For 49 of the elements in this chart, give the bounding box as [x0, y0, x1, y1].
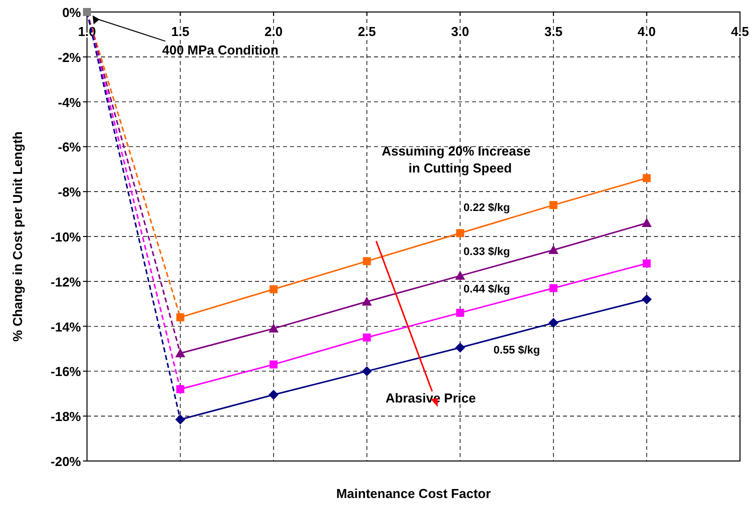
- y-tick-label: -2%: [58, 50, 82, 65]
- point: [268, 390, 279, 400]
- point: [362, 257, 371, 266]
- annotation: 400 MPa Condition: [162, 42, 278, 58]
- y-tick-label: -20%: [50, 454, 82, 469]
- x-tick-label: 2.5: [358, 24, 376, 39]
- point: [455, 270, 466, 280]
- point: [268, 324, 279, 333]
- point: [642, 294, 652, 304]
- point: [176, 313, 184, 322]
- x-tick-label: 4.0: [638, 24, 656, 39]
- y-tick-label: -18%: [50, 409, 82, 424]
- x-tick-label: 2.0: [264, 24, 283, 39]
- series-label: 0.22 $/kg: [464, 202, 510, 214]
- point: [176, 385, 184, 394]
- point: [549, 201, 558, 210]
- y-tick-label: -12%: [50, 274, 82, 290]
- point: [270, 360, 278, 368]
- point: [549, 284, 558, 292]
- y-tick-label: -4%: [58, 94, 82, 110]
- x-tick-label: 3.5: [544, 24, 562, 39]
- series-label: 0.44 $/kg: [464, 283, 510, 296]
- point: [83, 8, 91, 16]
- y-tick-label: -8%: [58, 184, 82, 200]
- point: [642, 218, 652, 228]
- y-tick-label: -14%: [50, 319, 82, 334]
- point: [548, 244, 558, 254]
- y-tick-label: -6%: [58, 140, 82, 155]
- point: [362, 296, 372, 306]
- x-axis-title: Maintenance Cost Factor: [336, 486, 491, 501]
- series-label: 0.55 $/kg: [494, 344, 540, 356]
- point: [642, 174, 651, 182]
- point: [456, 308, 464, 317]
- y-tick-label: -16%: [50, 364, 82, 380]
- y-axis-title: % Change in Cost per Unit Length: [10, 131, 25, 342]
- point: [362, 334, 371, 342]
- annotation: Abrasive Price: [386, 390, 476, 406]
- point: [270, 285, 278, 294]
- point: [456, 229, 464, 238]
- point: [362, 366, 372, 376]
- point: [642, 259, 651, 268]
- y-tick-label: 0%: [62, 5, 82, 20]
- point: [175, 414, 186, 424]
- point: [455, 342, 466, 353]
- x-tick-label: 1.5: [171, 24, 190, 39]
- y-tick-label: -10%: [50, 230, 82, 244]
- x-tick-label: 3.0: [451, 24, 470, 39]
- point: [548, 318, 558, 328]
- series-label: 0.33 $/kg: [464, 246, 510, 258]
